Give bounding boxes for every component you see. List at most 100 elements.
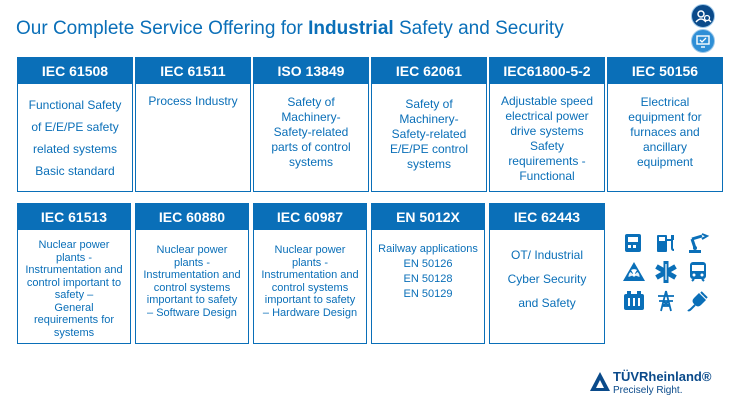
standard-card-iec-62061[interactable]: IEC 62061 Safety of Machinery- Safety-re… bbox=[371, 57, 487, 192]
standard-code: IEC 60987 bbox=[254, 204, 366, 230]
standard-card-iec-62443[interactable]: IEC 62443 OT/ Industrial Cyber Security … bbox=[489, 203, 605, 344]
description-line: Nuclear power bbox=[38, 239, 110, 251]
description-line: furnaces and bbox=[630, 125, 700, 139]
standard-code: IEC61800-5-2 bbox=[490, 58, 604, 84]
tuv-rheinland-logo: TÜVRheinland® Precisely Right. bbox=[589, 367, 712, 399]
description-line: General bbox=[54, 301, 94, 314]
standard-description: OT/ Industrial Cyber Security and Safety bbox=[490, 230, 604, 315]
description-line: OT/ Industrial bbox=[510, 248, 584, 262]
plug-icon bbox=[686, 289, 710, 313]
standard-card-iec61800-5-2[interactable]: IEC61800-5-2 Adjustable speed electrical… bbox=[489, 57, 605, 192]
standard-code: IEC 61508 bbox=[18, 58, 132, 84]
description-line: Safety bbox=[529, 139, 565, 153]
description-line: drive systems bbox=[510, 124, 584, 138]
description-line: Nuclear power bbox=[274, 244, 346, 256]
standard-card-iec-50156[interactable]: IEC 50156 Electrical equipment for furna… bbox=[607, 57, 723, 192]
description-line: Machinery- bbox=[399, 112, 459, 126]
standard-card-iec-60987[interactable]: IEC 60987 Nuclear power plants - Instrum… bbox=[253, 203, 367, 344]
standard-description: Process Industry bbox=[136, 84, 250, 109]
description-line: Nuclear power bbox=[156, 244, 228, 256]
standard-code: ISO 13849 bbox=[254, 58, 368, 84]
train-icon bbox=[686, 260, 710, 284]
radiation-icon bbox=[622, 260, 646, 284]
standard-description: Safety of Machinery- Safety-related E/E/… bbox=[372, 84, 486, 172]
description-line: Cyber Security bbox=[507, 272, 587, 286]
description-line: Safety of bbox=[287, 95, 335, 109]
industry-icons bbox=[622, 231, 710, 313]
standard-code: IEC 50156 bbox=[608, 58, 722, 84]
standard-card-en-5012x[interactable]: EN 5012X Railway applications EN 50126 E… bbox=[371, 203, 485, 344]
description-line: equipment bbox=[636, 155, 694, 169]
description-line: plants - bbox=[173, 256, 211, 269]
description-line: – Software Design bbox=[147, 306, 237, 319]
brand-tagline: Precisely Right. bbox=[613, 385, 683, 396]
description-line: important to safety bbox=[264, 294, 356, 306]
description-line: EN 50129 bbox=[403, 288, 453, 300]
description-line: Functional bbox=[519, 169, 575, 183]
standard-code: EN 5012X bbox=[372, 204, 484, 230]
standard-code: IEC 62061 bbox=[372, 58, 486, 84]
description-line: E/E/PE control bbox=[389, 142, 469, 156]
description-line: ancillary bbox=[642, 140, 687, 154]
description-line: important to safety bbox=[146, 294, 238, 306]
page-title: Our Complete Service Offering for Indust… bbox=[16, 18, 564, 39]
description-line: Process Industry bbox=[148, 94, 238, 108]
description-line: systems bbox=[53, 326, 95, 339]
description-line: Safety-related bbox=[391, 127, 467, 141]
fuel-pump-icon bbox=[654, 231, 678, 255]
description-line: EN 50128 bbox=[403, 273, 453, 285]
description-line: EN 50126 bbox=[403, 258, 453, 270]
description-line: safety – bbox=[54, 289, 94, 301]
description-line: control systems bbox=[271, 281, 349, 294]
description-line: requirements for bbox=[33, 314, 115, 326]
standard-card-iec-60880[interactable]: IEC 60880 Nuclear power plants - Instrum… bbox=[135, 203, 249, 344]
description-line: Electrical bbox=[640, 95, 690, 109]
standard-code: IEC 61513 bbox=[18, 204, 130, 230]
standard-code: IEC 60880 bbox=[136, 204, 248, 230]
control-panel-icon bbox=[622, 231, 646, 255]
description-line: Instrumentation and bbox=[261, 269, 359, 281]
standard-description: Nuclear power plants - Instrumentation a… bbox=[254, 230, 366, 319]
description-line: parts of control bbox=[271, 140, 351, 154]
standard-description: Nuclear power plants - Instrumentation a… bbox=[136, 230, 248, 319]
standard-card-iec-61508[interactable]: IEC 61508 Functional Safety of E/E/PE sa… bbox=[17, 57, 133, 192]
standard-description: Functional Safety of E/E/PE safety relat… bbox=[18, 84, 132, 182]
monitor-check-icon[interactable] bbox=[691, 29, 715, 53]
description-line: Basic standard bbox=[35, 164, 115, 178]
description-line: systems bbox=[406, 157, 451, 171]
standard-card-iec-61513[interactable]: IEC 61513 Nuclear power plants - Instrum… bbox=[17, 203, 131, 344]
standard-card-iso-13849[interactable]: ISO 13849 Safety of Machinery- Safety-re… bbox=[253, 57, 369, 192]
standard-code: IEC 61511 bbox=[136, 58, 250, 84]
triangle-logo-icon bbox=[590, 372, 610, 391]
description-line: Railway applications bbox=[378, 243, 478, 255]
standard-description: Nuclear power plants - Instrumentation a… bbox=[18, 230, 130, 339]
description-line: of E/E/PE safety bbox=[31, 120, 119, 134]
brand-name: TÜVRheinland® bbox=[613, 369, 712, 384]
person-search-icon[interactable] bbox=[691, 4, 715, 28]
description-line: and Safety bbox=[518, 296, 576, 310]
description-line: Safety of bbox=[405, 97, 453, 111]
description-line: Machinery- bbox=[281, 110, 341, 124]
standard-description: Electrical equipment for furnaces and an… bbox=[608, 84, 722, 170]
battery-icon bbox=[622, 289, 646, 313]
description-line: equipment for bbox=[628, 110, 702, 124]
description-line: requirements - bbox=[508, 154, 586, 168]
description-line: Adjustable speed bbox=[500, 94, 594, 108]
standard-card-iec-61511[interactable]: IEC 61511 Process Industry bbox=[135, 57, 251, 192]
description-line: Instrumentation and bbox=[25, 264, 123, 276]
standard-description: Railway applications EN 50126 EN 50128 E… bbox=[372, 230, 484, 302]
standard-description: Safety of Machinery- Safety-related part… bbox=[254, 84, 368, 170]
standard-description: Adjustable speed electrical power drive … bbox=[490, 84, 604, 184]
robot-arm-icon bbox=[686, 231, 710, 255]
description-line: – Hardware Design bbox=[262, 306, 358, 319]
power-tower-icon bbox=[654, 289, 678, 313]
description-line: electrical power bbox=[505, 109, 589, 123]
description-line: Functional Safety bbox=[28, 98, 122, 112]
description-line: control systems bbox=[153, 281, 231, 294]
standard-code: IEC 62443 bbox=[490, 204, 604, 230]
description-line: Instrumentation and bbox=[143, 269, 241, 281]
description-line: plants - bbox=[291, 256, 329, 269]
description-line: control important to bbox=[26, 276, 122, 289]
description-line: plants - bbox=[55, 251, 93, 264]
description-line: systems bbox=[288, 155, 333, 169]
